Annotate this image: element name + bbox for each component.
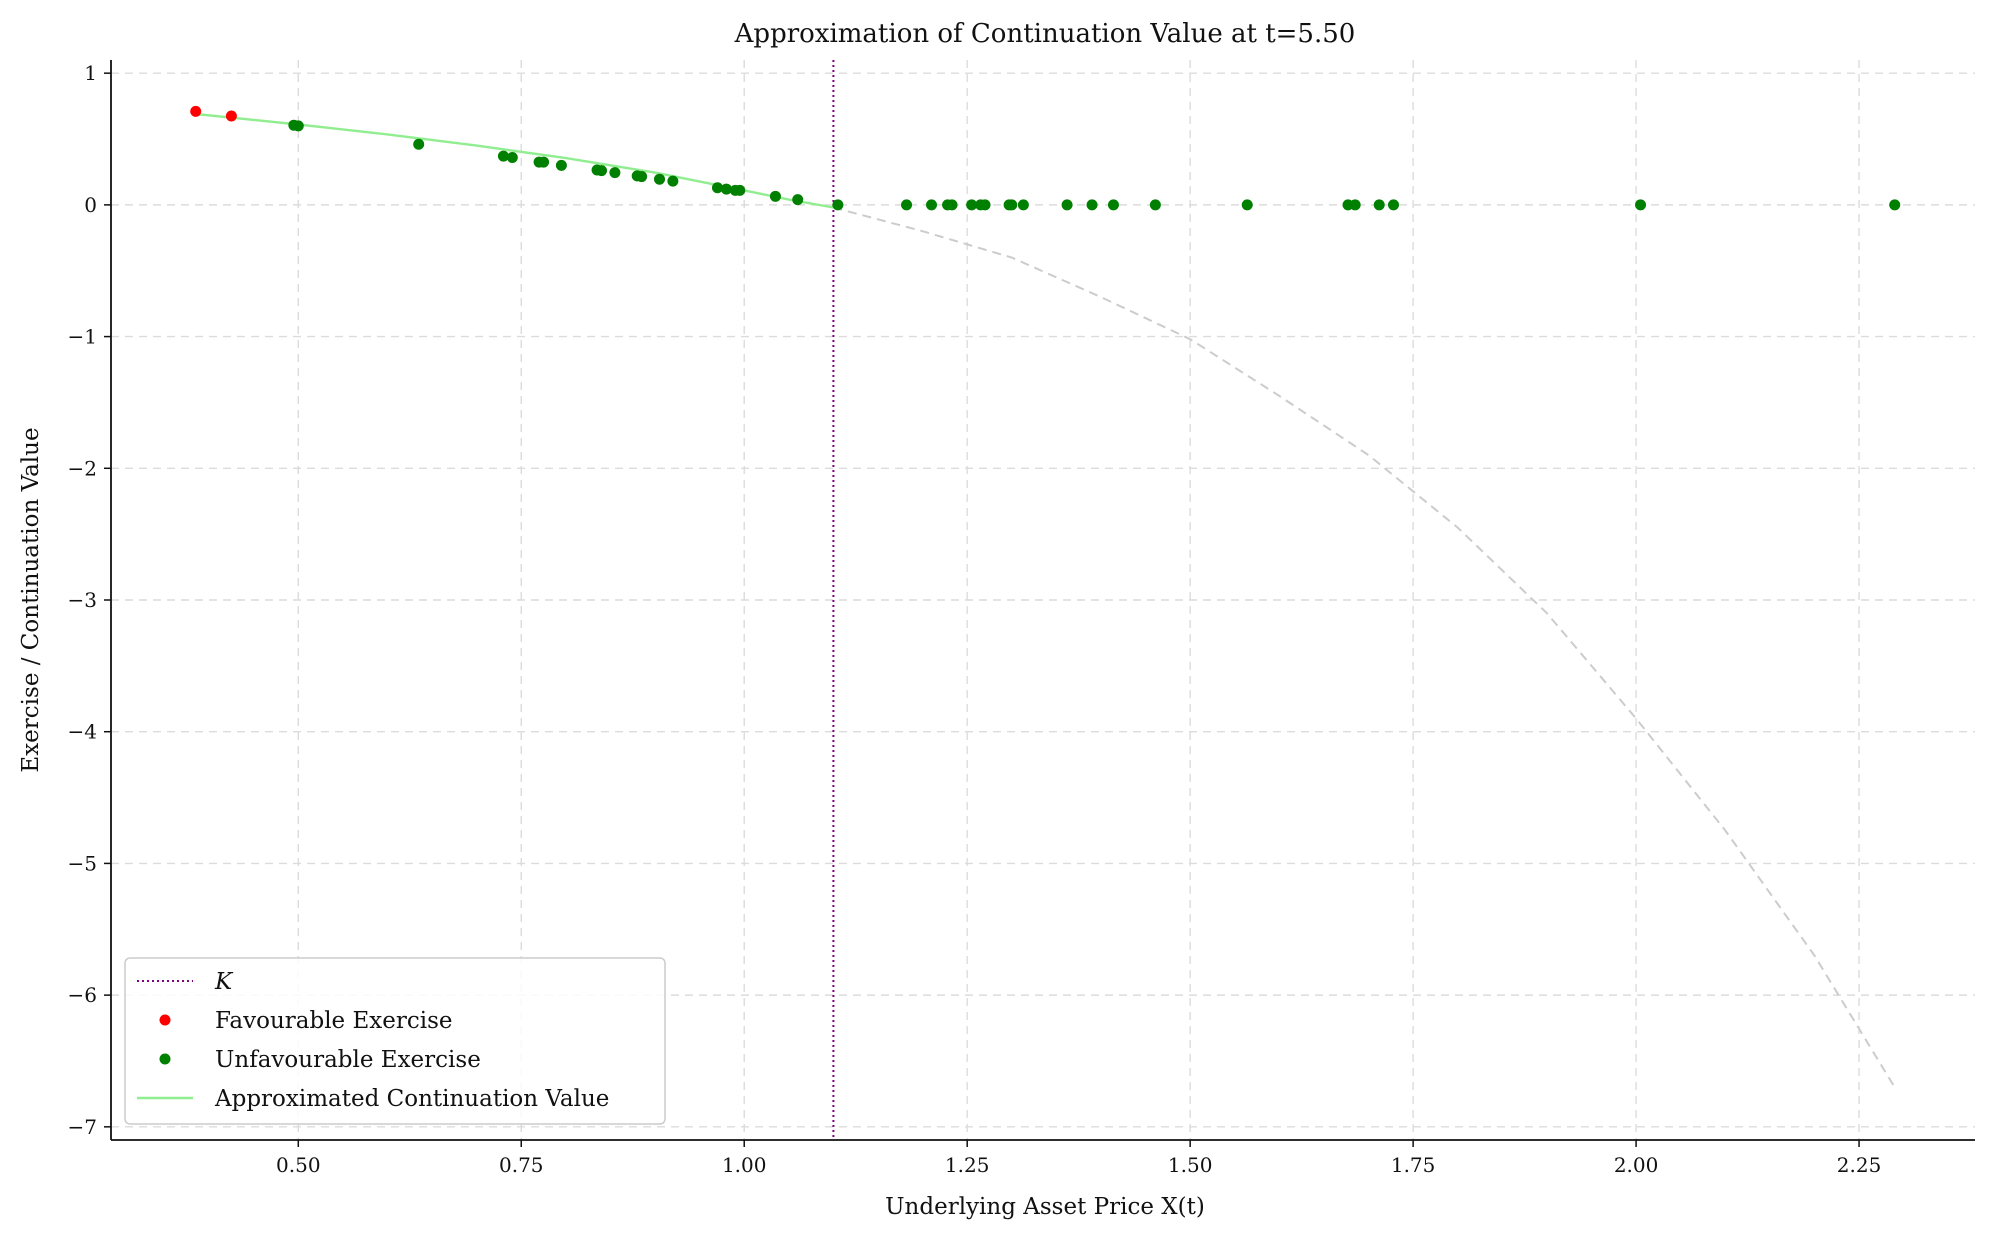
favourable-exercise-point <box>190 105 202 117</box>
legend-label: K <box>214 969 234 995</box>
x-axis-label: Underlying Asset Price X(t) <box>885 1194 1205 1220</box>
legend-label: Approximated Continuation Value <box>214 1086 609 1112</box>
chart-title: Approximation of Continuation Value at t… <box>734 19 1356 49</box>
favourable-exercise-point <box>225 110 237 122</box>
unfavourable-exercise-point <box>1149 199 1161 211</box>
y-tick-label: −4 <box>68 720 97 744</box>
y-tick-label: 0 <box>84 193 97 217</box>
unfavourable-exercise-point <box>720 183 732 195</box>
series-lines <box>195 112 1896 1088</box>
y-axis-label: Exercise / Continuation Value <box>18 427 44 772</box>
y-tick-label: −7 <box>68 1115 97 1139</box>
legend-label: Favourable Exercise <box>215 1008 453 1034</box>
unfavourable-exercise-point <box>1241 199 1253 211</box>
legend-label: Unfavourable Exercise <box>215 1047 481 1073</box>
x-axis-ticks: 0.50 0.75 1.00 1.25 1.50 1.75 2.00 2.25 <box>276 1140 1881 1177</box>
y-tick-label: −3 <box>68 588 97 612</box>
unfavourable-exercise-point <box>769 190 781 202</box>
unfavourable-exercise-point <box>653 173 665 185</box>
y-axis-ticks: 1 0 −1 −2 −3 −4 −5 −6 −7 <box>68 61 111 1139</box>
unfavourable-exercise-point <box>946 199 958 211</box>
data-points <box>190 105 1901 211</box>
unfavourable-exercise-point <box>667 175 679 187</box>
unfavourable-exercise-point <box>1635 199 1647 211</box>
unfavourable-exercise-point <box>1889 199 1901 211</box>
legend-dot-swatch <box>159 1053 171 1065</box>
unfavourable-exercise-point <box>966 199 978 211</box>
unfavourable-exercise-point <box>1086 199 1098 211</box>
unfavourable-exercise-point <box>1373 199 1385 211</box>
x-tick-label: 2.00 <box>1614 1153 1659 1177</box>
x-tick-label: 2.25 <box>1837 1153 1882 1177</box>
unfavourable-exercise-point <box>711 182 723 194</box>
y-tick-label: −6 <box>68 983 97 1007</box>
unfavourable-exercise-point <box>734 184 746 196</box>
y-tick-label: −1 <box>68 325 97 349</box>
unfavourable-exercise-point <box>555 159 567 171</box>
unfavourable-exercise-point <box>1107 199 1119 211</box>
legend: K Favourable Exercise Unfavourable Exercis… <box>124 957 666 1125</box>
legend-frame <box>124 957 666 1125</box>
unfavourable-exercise-point <box>609 167 621 179</box>
unfavourable-exercise-point <box>538 156 550 168</box>
unfavourable-exercise-point <box>1006 199 1018 211</box>
unfavourable-exercise-point <box>792 194 804 206</box>
unfavourable-exercise-point <box>926 199 938 211</box>
x-tick-label: 0.50 <box>276 1153 321 1177</box>
continuation-value-line <box>195 112 834 209</box>
unfavourable-exercise-point <box>292 120 304 132</box>
y-tick-label: −5 <box>68 851 97 875</box>
x-tick-label: 1.25 <box>945 1153 990 1177</box>
unfavourable-exercise-point <box>596 165 608 177</box>
extrapolation-curve <box>833 206 1896 1088</box>
unfavourable-exercise-point <box>1349 199 1361 211</box>
unfavourable-exercise-point <box>1017 199 1029 211</box>
unfavourable-exercise-point <box>636 171 648 183</box>
legend-dot-swatch <box>159 1014 171 1026</box>
x-tick-label: 0.75 <box>499 1153 544 1177</box>
unfavourable-exercise-point <box>901 199 913 211</box>
unfavourable-exercise-point <box>413 138 425 150</box>
unfavourable-exercise-point <box>979 199 991 211</box>
y-tick-label: 1 <box>84 61 97 85</box>
x-tick-label: 1.75 <box>1391 1153 1436 1177</box>
unfavourable-exercise-point <box>1388 199 1400 211</box>
unfavourable-exercise-point <box>506 151 518 163</box>
unfavourable-exercise-point <box>497 150 509 162</box>
x-tick-label: 1.50 <box>1168 1153 1213 1177</box>
unfavourable-exercise-point <box>832 199 844 211</box>
y-tick-label: −2 <box>68 456 97 480</box>
x-tick-label: 1.00 <box>722 1153 767 1177</box>
unfavourable-exercise-point <box>1061 199 1073 211</box>
